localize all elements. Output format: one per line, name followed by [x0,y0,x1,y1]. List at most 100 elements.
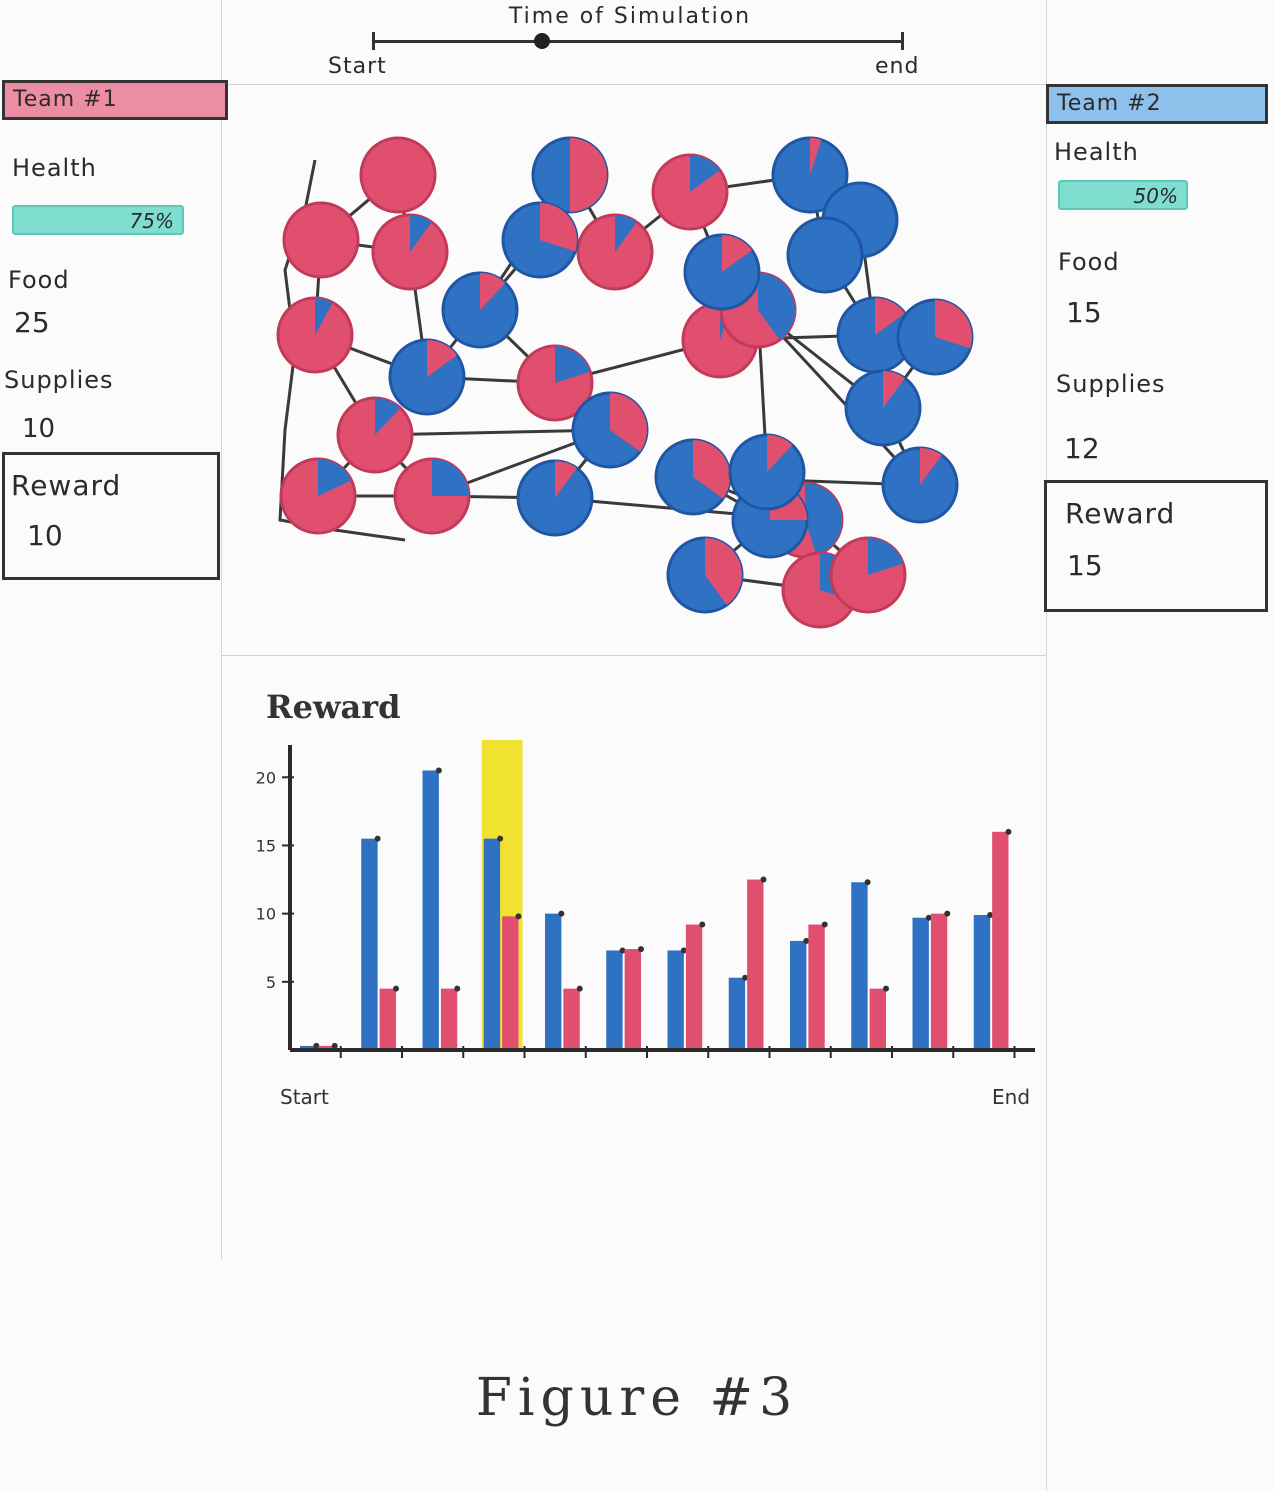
team-2-reward-value: 15 [1067,549,1103,582]
agent-share-wedge [480,273,506,310]
blue-bar [912,917,929,1050]
agent-body [282,201,360,279]
agent-share-wedge [810,138,822,175]
blue-bar [667,950,684,1050]
team-2-supplies-value: 12 [1064,432,1100,465]
agent-node[interactable] [441,271,519,349]
bar-top-dot [699,921,706,928]
team-1-reward-label: Reward [11,469,122,502]
bar-top-dot [454,985,461,992]
agent-share-wedge [555,461,577,498]
agent-node[interactable] [388,338,466,416]
agent-share-wedge [767,435,793,472]
bar-top-dot [987,912,994,918]
team-2-health-bar: 50% [1058,180,1188,210]
agent-node[interactable] [896,298,974,376]
timeline-handle[interactable] [534,33,551,49]
red-bar [624,949,641,1050]
chart-title: Reward [266,690,400,726]
agent-node[interactable] [336,396,414,474]
bar-top-dot [576,985,583,992]
team-1-health-bar: 75% [12,205,184,235]
team-2-supplies-label: Supplies [1056,370,1166,398]
red-bar [563,988,580,1050]
agent-node[interactable] [683,233,761,311]
agent-share-wedge [570,138,607,212]
bar-top-dot [925,914,932,921]
agent-share-wedge [693,440,730,499]
team-1-header: Team #1 [2,80,228,120]
bar-top-dot [864,879,871,886]
timeline-start-label: Start [328,54,387,79]
agent-node[interactable] [279,457,357,535]
agent-node[interactable] [282,201,360,279]
agent-node[interactable] [829,536,907,614]
simulation-map [276,136,974,629]
agent-node[interactable] [576,213,654,291]
red-bar [318,1045,335,1050]
agent-share-wedge [705,538,742,605]
bar-top-dot [680,947,687,954]
agent-node[interactable] [786,216,864,294]
agent-node[interactable] [728,433,806,511]
agent-share-wedge [615,215,637,252]
agent-node[interactable] [276,296,354,374]
timeline-start-tick [372,32,375,50]
y-tick-label: 5 [266,973,276,992]
agent-node[interactable] [651,153,729,231]
agent-node[interactable] [881,446,959,524]
red-bar [379,988,396,1050]
bar-top-dot [638,946,644,953]
agent-node[interactable] [844,369,922,447]
agent-share-wedge [935,300,972,349]
team-2-health-label: Health [1054,138,1139,166]
team-1-supplies-label: Supplies [4,366,114,394]
agent-share-wedge [540,203,577,252]
team-2-reward-box: Reward 15 [1044,480,1268,612]
blue-bar [422,770,439,1050]
agent-share-wedge [427,340,457,377]
blue-bar [851,882,868,1050]
red-bar [747,879,764,1050]
agent-share-wedge [868,538,904,575]
agent-share-wedge [610,393,647,452]
team-2-food-label: Food [1058,248,1120,276]
agent-node[interactable] [516,344,594,422]
agent-node[interactable] [666,536,744,614]
bar-top-dot [821,921,828,928]
agent-node[interactable] [393,457,471,535]
blue-bar [973,915,991,1050]
bar-top-dot [331,1042,338,1049]
bar-top-dot [760,876,767,883]
timeline-end-label: end [875,54,920,79]
agent-share-wedge [555,346,591,383]
bar-top-dot [1005,828,1012,835]
y-tick-label: 15 [256,836,276,855]
agent-node[interactable] [771,136,849,214]
agent-share-wedge [315,298,333,335]
agent-node[interactable] [531,136,609,214]
agent-node[interactable] [654,438,732,516]
bar-top-dot [497,835,504,842]
blue-bar [790,940,807,1050]
agent-body [359,136,437,214]
blue-bar [361,838,378,1050]
bar-top-dot [619,947,626,954]
bar-top-dot [558,910,565,917]
timeline-slider[interactable] [372,32,904,50]
agent-node[interactable] [501,201,579,279]
bar-top-dot [803,937,810,944]
team-1-reward-box: Reward 10 [2,452,220,580]
agent-share-wedge [410,215,432,252]
agent-node[interactable] [571,391,649,469]
team-2-health-value: 50% [1133,184,1178,208]
team-2-food-value: 15 [1066,296,1102,329]
agent-node[interactable] [516,459,594,537]
bar-top-dot [883,985,889,992]
bar-top-dot [944,910,951,917]
agent-node[interactable] [371,213,449,291]
agent-node[interactable] [359,136,437,214]
agent-share-wedge [920,448,942,485]
bar-top-dot [374,835,381,842]
agent-share-wedge [883,371,905,408]
